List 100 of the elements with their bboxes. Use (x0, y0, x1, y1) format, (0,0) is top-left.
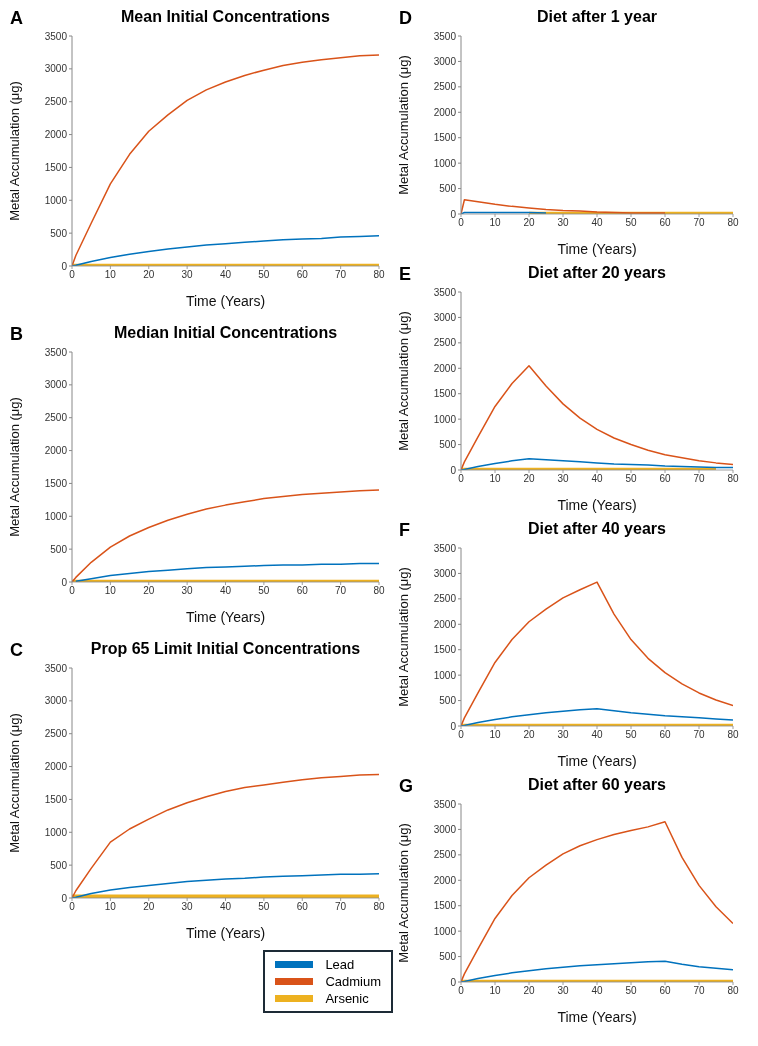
x-tick-label: 0 (458, 985, 465, 997)
chart-title: Median Initial Concentrations (113, 324, 338, 341)
y-axis-title: Metal Accumulation (μg) (395, 55, 411, 195)
legend-label: Cadmium (325, 973, 381, 990)
y-axis-title: Metal Accumulation (μg) (6, 81, 22, 221)
x-tick-label: 40 (591, 729, 603, 741)
y-tick-label: 3500 (44, 30, 68, 42)
x-tick-label: 80 (373, 585, 385, 597)
x-tick-label: 50 (258, 901, 270, 913)
y-tick-label: 3500 (433, 542, 457, 554)
x-tick-label: 80 (373, 901, 385, 913)
chart-title: Diet after 60 years (528, 776, 666, 793)
y-tick-label: 2500 (433, 593, 457, 605)
x-tick-label: 0 (69, 269, 76, 281)
x-tick-label: 30 (557, 729, 569, 741)
y-tick-label: 1000 (433, 413, 457, 425)
x-tick-label: 70 (335, 269, 347, 281)
line-series (461, 199, 666, 214)
x-tick-label: 50 (625, 473, 637, 485)
x-tick-label: 60 (296, 585, 309, 597)
y-tick-label: 1500 (433, 388, 457, 400)
y-tick-label: 0 (450, 976, 457, 988)
x-tick-label: 70 (693, 473, 705, 485)
y-tick-label: 1000 (433, 925, 457, 937)
x-tick-label: 40 (591, 217, 603, 229)
y-tick-label: 2000 (44, 761, 68, 773)
y-tick-label: 1000 (433, 669, 457, 681)
y-tick-label: 3500 (44, 346, 68, 358)
y-tick-label: 2000 (433, 362, 457, 374)
y-tick-label: 0 (61, 892, 68, 904)
x-tick-label: 50 (258, 585, 270, 597)
y-axis-title: Metal Accumulation (μg) (395, 567, 411, 707)
x-tick-label: 10 (489, 473, 501, 485)
y-tick-label: 0 (450, 720, 457, 732)
legend-label: Arsenic (325, 990, 369, 1007)
y-tick-label: 2000 (433, 874, 457, 886)
x-tick-label: 60 (659, 217, 671, 229)
y-tick-label: 1500 (433, 900, 457, 912)
y-tick-label: 2000 (433, 618, 457, 630)
x-tick-label: 80 (727, 729, 739, 741)
y-tick-label: 2500 (433, 81, 457, 93)
y-tick-label: 1000 (433, 157, 457, 169)
text: G (399, 776, 414, 796)
y-tick-label: 2500 (44, 728, 68, 740)
x-tick-label: 60 (659, 473, 671, 485)
x-tick-label: 30 (181, 585, 194, 597)
y-tick-label: 3500 (433, 798, 457, 810)
x-tick-label: 10 (489, 985, 501, 997)
chart-title: Mean Initial Concentrations (121, 8, 330, 25)
x-tick-label: 30 (557, 473, 569, 485)
y-tick-label: 3000 (433, 823, 457, 835)
x-tick-label: 40 (219, 269, 232, 281)
y-axis-title: Metal Accumulation (μg) (395, 823, 411, 963)
x-tick-label: 0 (458, 729, 465, 741)
y-tick-label: 1000 (44, 826, 68, 838)
y-tick-label: 3000 (44, 695, 68, 707)
y-tick-label: 3500 (44, 662, 68, 674)
chart-title: Diet after 20 years (528, 264, 666, 281)
x-tick-label: 70 (693, 985, 705, 997)
chart-title: Prop 65 Limit Initial Concentrations (90, 640, 361, 657)
y-tick-label: 2000 (44, 445, 68, 457)
x-axis-title: Time (Years) (557, 497, 637, 513)
x-axis-title: Time (Years) (185, 609, 266, 625)
y-tick-label: 0 (61, 576, 68, 588)
x-tick-label: 10 (104, 269, 117, 281)
x-tick-label: 20 (143, 901, 155, 913)
x-tick-label: 60 (296, 269, 309, 281)
y-tick-label: 2500 (433, 849, 457, 861)
y-tick-label: 500 (50, 859, 68, 871)
x-tick-label: 30 (181, 901, 194, 913)
line-series (75, 562, 379, 582)
y-tick-label: 1500 (44, 161, 68, 173)
y-tick-label: 3000 (44, 379, 68, 391)
x-tick-label: 40 (219, 901, 232, 913)
y-tick-label: 3000 (433, 311, 457, 323)
y-tick-label: 3500 (433, 30, 457, 42)
y-tick-label: 500 (439, 951, 457, 963)
y-tick-label: 2500 (44, 96, 68, 108)
x-tick-label: 0 (458, 217, 465, 229)
y-tick-label: 1500 (44, 477, 68, 489)
y-tick-label: 1000 (44, 194, 68, 206)
x-tick-label: 80 (727, 985, 739, 997)
text: F (399, 520, 410, 540)
x-tick-label: 60 (659, 729, 671, 741)
y-tick-label: 0 (450, 464, 457, 476)
chart-title: Diet after 1 year (536, 8, 658, 25)
y-tick-label: 500 (439, 439, 457, 451)
y-tick-label: 3000 (433, 55, 457, 67)
x-tick-label: 20 (523, 473, 535, 485)
x-tick-label: 30 (557, 985, 569, 997)
x-tick-label: 50 (258, 269, 270, 281)
y-tick-label: 3000 (44, 63, 68, 75)
x-axis-title: Time (Years) (185, 925, 266, 941)
x-axis-title: Time (Years) (557, 753, 637, 769)
y-tick-label: 1000 (44, 510, 68, 522)
y-tick-label: 1500 (433, 132, 457, 144)
x-tick-label: 80 (727, 217, 739, 229)
x-tick-label: 50 (625, 217, 637, 229)
x-tick-label: 20 (143, 585, 155, 597)
x-tick-label: 20 (523, 729, 535, 741)
